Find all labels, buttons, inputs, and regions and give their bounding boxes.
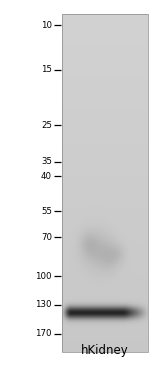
Text: 35: 35: [41, 157, 52, 166]
Text: 70: 70: [41, 233, 52, 242]
Text: 130: 130: [36, 300, 52, 309]
Text: 25: 25: [41, 121, 52, 130]
Text: 10: 10: [41, 21, 52, 30]
Text: 15: 15: [41, 65, 52, 74]
Bar: [62, 14, 148, 352]
Text: 170: 170: [36, 329, 52, 338]
Text: hKidney: hKidney: [81, 344, 129, 357]
Text: 40: 40: [41, 172, 52, 181]
Text: 100: 100: [36, 272, 52, 281]
Text: 55: 55: [41, 206, 52, 215]
